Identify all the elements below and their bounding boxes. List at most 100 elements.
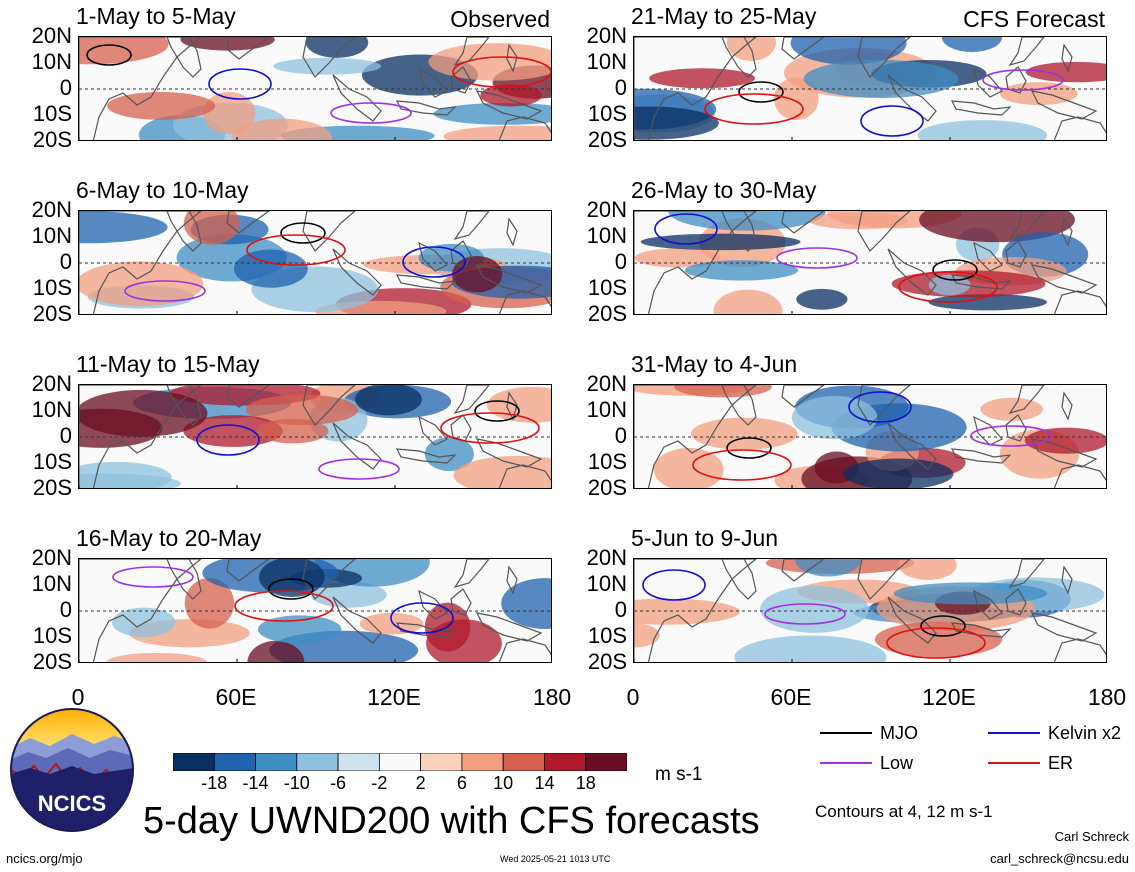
footer-url[interactable]: ncics.org/mjo: [6, 851, 83, 866]
lat-label: 20S: [587, 649, 627, 674]
colorbar-label: 2: [415, 773, 426, 793]
colorbar-swatch: [461, 752, 504, 772]
colorbar-label: 10: [493, 773, 514, 793]
lon-label: 120E: [367, 684, 421, 710]
legend-label: ER: [1048, 753, 1074, 773]
lat-label: 20S: [32, 127, 72, 152]
colorbar-units: m s-1: [655, 764, 703, 785]
colorbar-swatch: [585, 752, 628, 772]
lat-label: 20N: [586, 545, 627, 570]
colorbar-swatch: [172, 752, 215, 772]
panel-title: 26-May to 30-May: [631, 177, 817, 203]
colorbar-label: 18: [575, 773, 596, 793]
colorbar-label: 6: [456, 773, 467, 793]
lat-label: 10N: [31, 397, 72, 422]
lat-label: 10S: [587, 449, 627, 474]
lat-label: 20S: [32, 301, 72, 326]
colorbar-swatch: [544, 752, 587, 772]
colorbar-swatch: [255, 752, 298, 772]
lat-label: 0: [614, 249, 627, 274]
legend-label: MJO: [880, 723, 918, 743]
wind-map-panel: [633, 210, 1107, 315]
lat-label: 10N: [586, 571, 627, 596]
logo-text: NCICS: [38, 791, 106, 816]
legend-line: [820, 732, 872, 734]
colorbar-swatch: [378, 752, 422, 772]
wind-map-panel: [78, 210, 552, 315]
lat-label: 20S: [587, 127, 627, 152]
legend-label: Low: [880, 753, 914, 773]
wind-map-panel: [78, 558, 552, 663]
lat-label: 10S: [32, 101, 72, 126]
lat-label: 10S: [587, 101, 627, 126]
lat-label: 20S: [32, 475, 72, 500]
panel-title: 11-May to 15-May: [76, 351, 260, 377]
lat-label: 20N: [31, 371, 72, 396]
colorbar-label: -2: [371, 773, 388, 793]
panel-title: 6-May to 10-May: [76, 177, 249, 203]
panel-title: 31-May to 4-Jun: [631, 351, 798, 377]
lat-label: 10S: [32, 623, 72, 648]
lat-label: 20S: [587, 301, 627, 326]
wind-map-panel: [78, 36, 552, 141]
colorbar-label: -10: [283, 773, 310, 793]
wind-map-panel: [78, 384, 552, 489]
lat-label: 20S: [32, 649, 72, 674]
lon-label: 180: [532, 684, 572, 710]
colorbar-swatch: [213, 752, 256, 772]
colorbar-swatch: [296, 752, 339, 772]
legend-line: [988, 732, 1040, 734]
colorbar-label: -6: [330, 773, 347, 793]
lat-label: 10N: [31, 223, 72, 248]
footer-author: Carl Schreck: [1054, 829, 1129, 844]
panel-tag: Observed: [450, 6, 550, 32]
main-title: 5-day UWND200 with CFS forecasts: [143, 800, 760, 842]
colorbar-swatch: [502, 752, 545, 772]
lat-label: 10S: [587, 623, 627, 648]
colorbar-label: -14: [242, 773, 269, 793]
lat-label: 10N: [586, 49, 627, 74]
lat-label: 0: [614, 597, 627, 622]
panel-title: 5-Jun to 9-Jun: [631, 525, 779, 551]
panel-title: 16-May to 20-May: [76, 525, 262, 551]
contour-note: Contours at 4, 12 m s-1: [815, 802, 993, 821]
lat-label: 10N: [586, 397, 627, 422]
panel-tag: CFS Forecast: [963, 6, 1105, 32]
lat-label: 20N: [586, 371, 627, 396]
lon-label: 0: [71, 684, 85, 710]
lat-label: 0: [614, 423, 627, 448]
ncics-logo: NCICS: [10, 708, 134, 832]
lat-label: 20N: [31, 23, 72, 48]
lat-label: 20N: [31, 545, 72, 570]
lon-label: 180: [1087, 684, 1127, 710]
lat-label: 0: [59, 597, 72, 622]
panel-title: 21-May to 25-May: [631, 3, 817, 29]
lat-label: 10N: [31, 571, 72, 596]
wind-map-panel: [633, 36, 1107, 141]
lon-label: 120E: [922, 684, 976, 710]
footer-email[interactable]: carl_schreck@ncsu.edu: [990, 851, 1129, 866]
panel-title: 1-May to 5-May: [76, 3, 236, 29]
lat-label: 10N: [31, 49, 72, 74]
lat-label: 0: [59, 423, 72, 448]
lat-label: 0: [59, 249, 72, 274]
lat-label: 10N: [586, 223, 627, 248]
lat-label: 0: [614, 75, 627, 100]
legend-line: [988, 762, 1040, 764]
wind-map-panel: [633, 384, 1107, 489]
lon-label: 60E: [770, 684, 812, 710]
legend-line: [820, 762, 872, 764]
lon-label: 0: [626, 684, 640, 710]
lat-label: 20N: [586, 23, 627, 48]
colorbar-swatch: [420, 752, 463, 772]
colorbar-label: -18: [201, 773, 228, 793]
lat-label: 20N: [586, 197, 627, 222]
lat-label: 20S: [587, 475, 627, 500]
lat-label: 20N: [31, 197, 72, 222]
lat-label: 10S: [32, 275, 72, 300]
lat-label: 0: [59, 75, 72, 100]
legend-label: Kelvin x2: [1048, 723, 1122, 743]
colorbar-swatch: [337, 752, 380, 772]
footer-timestamp: Wed 2025-05-21 1013 UTC: [500, 854, 611, 864]
wind-map-panel: [633, 558, 1107, 663]
